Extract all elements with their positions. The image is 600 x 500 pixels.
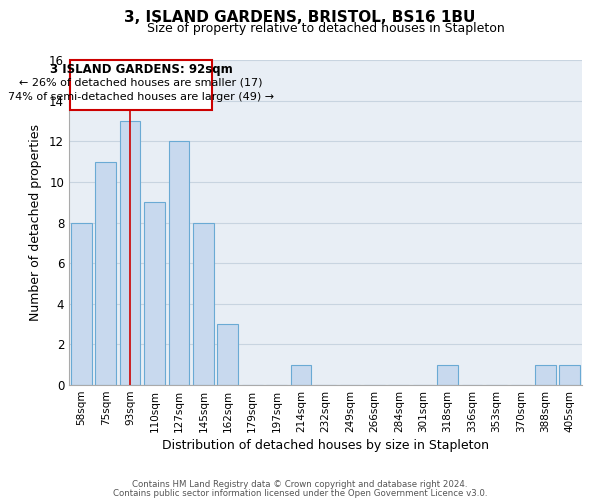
Text: ← 26% of detached houses are smaller (17): ← 26% of detached houses are smaller (17…: [19, 78, 263, 88]
Bar: [193, 222, 214, 385]
Text: 3 ISLAND GARDENS: 92sqm: 3 ISLAND GARDENS: 92sqm: [50, 62, 232, 76]
X-axis label: Distribution of detached houses by size in Stapleton: Distribution of detached houses by size …: [162, 439, 489, 452]
Bar: [169, 141, 190, 385]
Text: Contains public sector information licensed under the Open Government Licence v3: Contains public sector information licen…: [113, 489, 487, 498]
Bar: [95, 162, 116, 385]
Bar: [437, 364, 458, 385]
Bar: [559, 364, 580, 385]
Bar: [535, 364, 556, 385]
Title: Size of property relative to detached houses in Stapleton: Size of property relative to detached ho…: [146, 22, 505, 35]
Bar: [119, 121, 140, 385]
Text: Contains HM Land Registry data © Crown copyright and database right 2024.: Contains HM Land Registry data © Crown c…: [132, 480, 468, 489]
Y-axis label: Number of detached properties: Number of detached properties: [29, 124, 42, 321]
Bar: [290, 364, 311, 385]
Bar: [70, 60, 212, 110]
Text: 3, ISLAND GARDENS, BRISTOL, BS16 1BU: 3, ISLAND GARDENS, BRISTOL, BS16 1BU: [124, 10, 476, 25]
Text: 74% of semi-detached houses are larger (49) →: 74% of semi-detached houses are larger (…: [8, 92, 274, 102]
Bar: [144, 202, 165, 385]
Bar: [71, 222, 92, 385]
Bar: [217, 324, 238, 385]
